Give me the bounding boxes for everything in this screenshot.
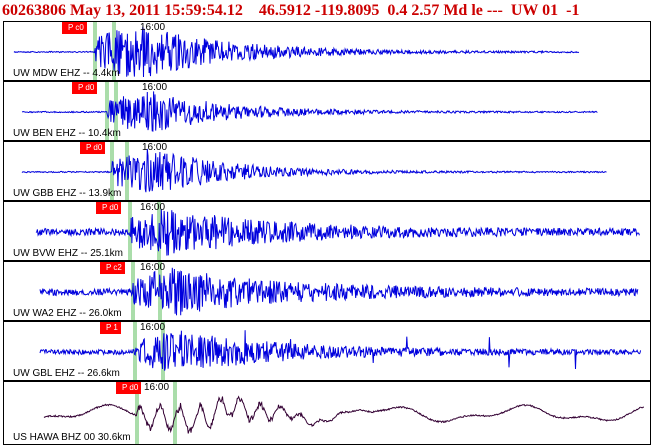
- seismogram-panel[interactable]: P c0 16:00 UW MDW EHZ -- 4.4km: [3, 21, 651, 81]
- pick-tag[interactable]: P d0: [80, 142, 106, 154]
- waveform-path: [35, 209, 640, 256]
- seismogram-panel[interactable]: P c2 16:00 UW WA2 EHZ -- 26.0km: [3, 261, 651, 321]
- pick-tag[interactable]: P d0: [72, 82, 98, 94]
- event-network: UW: [510, 2, 539, 19]
- time-label: 16:00: [140, 322, 166, 333]
- pick-tag[interactable]: P d0: [116, 382, 142, 394]
- waveform-path: [21, 148, 607, 193]
- s-arrival-line: [173, 382, 177, 444]
- waveform-trace: [13, 22, 580, 80]
- time-label: 16:00: [142, 82, 168, 93]
- seismogram-panels: P c0 16:00 UW MDW EHZ -- 4.4km P d0 16:00 UW …: [0, 21, 656, 446]
- pick-tag[interactable]: P c0: [62, 22, 87, 34]
- pick-tag[interactable]: P 1: [100, 322, 121, 334]
- event-mag-type: Md: [443, 2, 468, 19]
- waveform-path: [39, 267, 639, 316]
- time-label: 16:00: [140, 262, 166, 273]
- s-arrival-line: [158, 262, 162, 320]
- event-latitude: 46.5912: [258, 2, 311, 19]
- waveform-trace: [21, 82, 598, 140]
- event-flag: ---: [486, 2, 503, 19]
- seismogram-panel[interactable]: P d0 16:00 UW BVW EHZ -- 25.1km: [3, 201, 651, 261]
- station-label: UW BEN EHZ -- 10.4km: [13, 128, 121, 139]
- station-label: UW GBL EHZ -- 26.6km: [13, 368, 120, 379]
- event-magnitude: 2.57: [411, 2, 440, 19]
- waveform-path: [13, 26, 580, 78]
- event-longitude: -119.8095: [314, 2, 380, 19]
- station-label: US HAWA BHZ 00 30.6km: [13, 432, 131, 443]
- event-extra: -1: [566, 2, 580, 19]
- station-label: UW MDW EHZ -- 4.4km: [13, 68, 120, 79]
- s-arrival-line: [112, 22, 116, 80]
- pick-tag[interactable]: P c2: [100, 262, 125, 274]
- seismogram-panel[interactable]: P d0 16:00 US HAWA BHZ 00 30.6km: [3, 381, 651, 445]
- seismogram-panel[interactable]: P 1 16:00 UW GBL EHZ -- 26.6km: [3, 321, 651, 381]
- waveform-path: [43, 395, 645, 434]
- station-label: UW BVW EHZ -- 25.1km: [13, 248, 124, 259]
- pick-tag[interactable]: P d0: [96, 202, 122, 214]
- event-version: 01: [542, 2, 559, 19]
- station-label: UW GBB EHZ -- 13.9km: [13, 188, 122, 199]
- p-arrival-line: [128, 202, 132, 260]
- station-label: UW WA2 EHZ -- 26.0km: [13, 308, 122, 319]
- time-label: 16:00: [142, 142, 168, 153]
- waveform-trace: [35, 202, 640, 260]
- seismogram-panel[interactable]: P d0 16:00 UW BEN EHZ -- 10.4km: [3, 81, 651, 141]
- event-header: 60263806 May 13, 2011 15:59:54.12 46.591…: [2, 2, 652, 20]
- p-arrival-line: [133, 322, 137, 380]
- seismogram-panel[interactable]: P d0 16:00 UW GBB EHZ -- 13.9km: [3, 141, 651, 201]
- event-depth: 0.4: [387, 2, 408, 19]
- waveform-trace: [39, 262, 639, 320]
- event-type: le: [471, 2, 483, 19]
- time-label: 16:00: [140, 202, 166, 213]
- waveform-path: [39, 330, 642, 371]
- waveform-path: [21, 91, 598, 132]
- waveform-trace: [43, 382, 645, 444]
- waveform-trace: [21, 142, 607, 200]
- time-label: 16:00: [140, 22, 166, 33]
- time-label: 16:00: [144, 382, 170, 393]
- p-arrival-line: [105, 82, 109, 140]
- event-datetime: May 13, 2011 15:59:54.12: [70, 2, 243, 19]
- event-id: 60263806: [2, 2, 66, 19]
- waveform-trace: [39, 322, 642, 380]
